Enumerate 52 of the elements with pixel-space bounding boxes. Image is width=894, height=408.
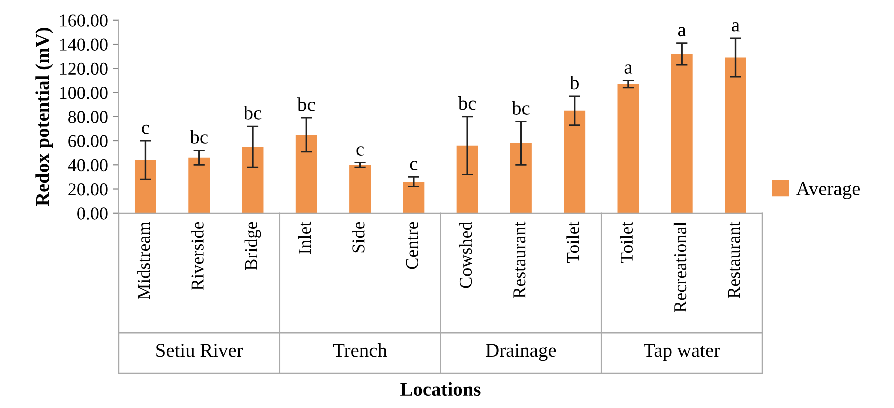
- data-label: bc: [297, 98, 316, 112]
- y-axis-title: Redox potential (mV): [36, 28, 54, 206]
- y-tick-label: 160.00: [60, 14, 108, 27]
- bar: [456, 146, 478, 214]
- x-tick-label: Riverside: [191, 222, 204, 290]
- bar: [350, 165, 372, 214]
- x-tick-label: Midstream: [138, 222, 150, 300]
- y-tick-label: 80.00: [68, 111, 108, 124]
- x-tick-label: Bridge: [244, 222, 262, 270]
- bar: [188, 158, 210, 214]
- data-label: bc: [190, 130, 208, 144]
- x-tick-label: Recreational: [674, 222, 687, 312]
- text: Drainage: [486, 344, 556, 362]
- x-tick-label: Side: [352, 222, 365, 253]
- y-tick-label: 120.00: [60, 62, 108, 76]
- data-label: c: [356, 146, 364, 156]
- bar: [618, 84, 640, 214]
- y-tick-label: 20.00: [68, 184, 108, 196]
- x-axis-title: Locations: [400, 382, 481, 396]
- bar: [671, 54, 693, 214]
- x-tick-label: Toilet: [620, 222, 633, 264]
- bar: [296, 134, 318, 214]
- text: Setiu River: [156, 344, 244, 358]
- data-label: a: [732, 22, 740, 32]
- bar: [403, 182, 425, 214]
- x-tick-label: Toilet: [566, 222, 580, 264]
- bar: [134, 160, 156, 214]
- x-tick-label: Cowshed: [459, 222, 472, 288]
- y-tick-label: 140.00: [60, 38, 108, 52]
- data-label: bc: [458, 96, 476, 110]
- bar: [725, 58, 746, 214]
- text: Trench: [333, 344, 388, 358]
- bar: [242, 147, 264, 214]
- y-tick-label: 100.00: [60, 87, 108, 100]
- data-label: bc: [244, 106, 262, 120]
- data-label: a: [678, 27, 686, 37]
- x-tick-label: Inlet: [298, 222, 312, 254]
- x-tick-label: Restaurant: [514, 222, 526, 298]
- y-tick-label: 0.00: [78, 208, 108, 220]
- data-label: bc: [512, 101, 530, 115]
- bar: [564, 110, 586, 214]
- data-label: a: [624, 64, 633, 74]
- y-tick-label: 40.00: [68, 159, 108, 172]
- x-tick-label: Restaurant: [728, 222, 740, 298]
- data-label: b: [570, 76, 579, 90]
- bar: [510, 143, 532, 214]
- data-label: c: [142, 124, 150, 134]
- text: Tap water: [644, 344, 720, 362]
- data-label: c: [410, 161, 418, 170]
- legend-label: Average: [796, 182, 860, 200]
- y-tick-label: 60.00: [68, 135, 108, 148]
- x-tick-label: Centre: [406, 222, 418, 270]
